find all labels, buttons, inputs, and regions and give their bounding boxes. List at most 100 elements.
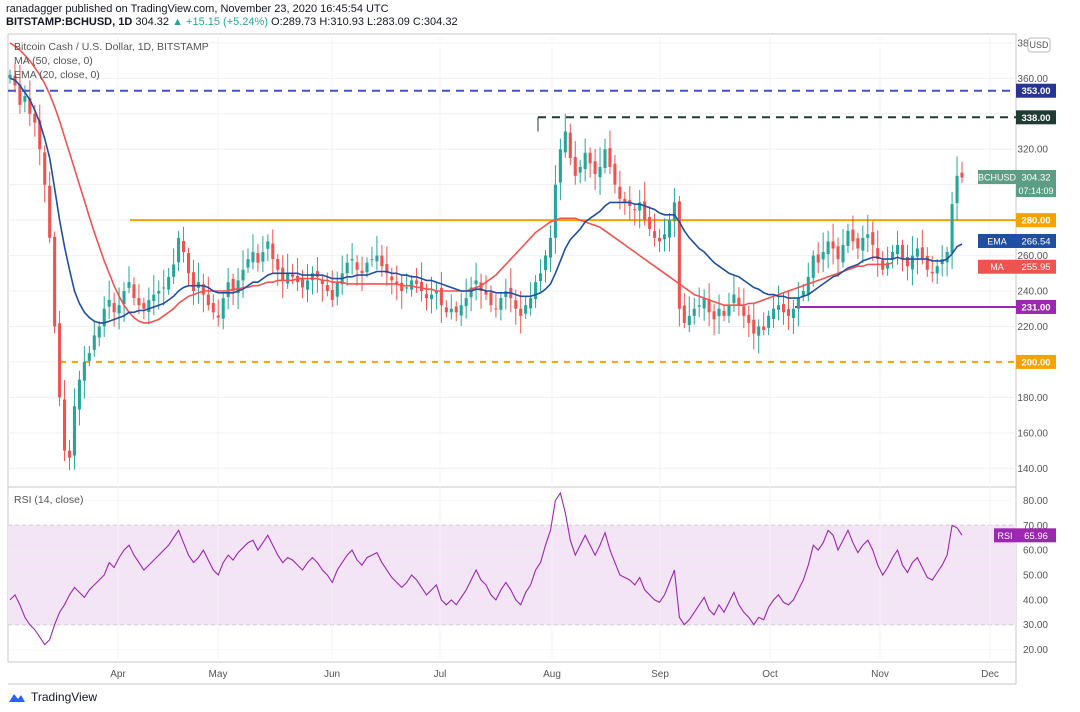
candle-body <box>514 300 518 309</box>
candle-body <box>871 232 875 245</box>
candle-body <box>618 186 622 199</box>
rsi-line <box>9 491 963 646</box>
level-tag <box>1016 299 1056 314</box>
price-change: +15.15 (+5.24%) <box>186 16 268 28</box>
candle-body <box>960 172 964 178</box>
candle-body <box>588 152 592 164</box>
level-tag-label: 200.00 <box>1021 357 1050 368</box>
price-tag-timer-box <box>1016 184 1056 198</box>
level-tag-label: 231.00 <box>1021 302 1050 313</box>
footer-brand[interactable]: TradingView <box>8 690 97 704</box>
month-label: Nov <box>871 669 889 680</box>
candle-body <box>420 281 424 292</box>
price-tag-value-box <box>1016 170 1056 185</box>
candle-body <box>320 280 324 284</box>
candle-body <box>856 238 860 249</box>
rsi-tick-label: 20.00 <box>1023 645 1048 656</box>
candle-body <box>221 298 225 319</box>
candle-body <box>653 231 657 238</box>
rsi-tag-name: RSI <box>997 531 1012 541</box>
candle-body <box>28 98 32 114</box>
candle-body <box>301 278 305 288</box>
candle-body <box>568 132 572 159</box>
candle-body <box>633 209 637 211</box>
candle-body <box>355 262 359 270</box>
ma50-line <box>9 42 893 324</box>
candle-body <box>777 305 781 310</box>
price-tick-label: 140.00 <box>1017 464 1048 475</box>
price-tick-label: 180.00 <box>1017 393 1048 404</box>
candle-body <box>667 220 671 238</box>
candle-body <box>702 298 706 309</box>
rsi-tick-label: 60.00 <box>1023 546 1048 557</box>
candle-body <box>286 273 290 284</box>
candle-body <box>102 308 106 327</box>
level-tag-label: 353.00 <box>1021 86 1050 97</box>
candle-body <box>271 243 275 260</box>
candle-body <box>182 241 186 253</box>
candle-body <box>543 255 548 271</box>
candle-body <box>494 308 498 310</box>
rsi-tick-label: 70.00 <box>1023 521 1048 532</box>
ema20-line <box>9 77 963 324</box>
candle-body <box>380 255 384 267</box>
candle-body <box>608 148 612 167</box>
candle-body <box>261 252 265 262</box>
candle-body <box>82 361 86 381</box>
candle-body <box>405 287 409 289</box>
candle-body <box>900 244 905 260</box>
rsi-tick-label: 50.00 <box>1023 571 1048 582</box>
candle-body <box>479 282 483 292</box>
candle-body <box>350 259 354 261</box>
candle-body <box>806 276 810 295</box>
candle-body <box>826 241 830 255</box>
candle-body <box>910 255 914 270</box>
price-tag-name-box <box>978 170 1016 185</box>
candle-body <box>851 229 855 242</box>
candle-body <box>167 276 171 290</box>
candle-body <box>593 161 597 175</box>
candle-body <box>23 96 27 102</box>
candle-body <box>201 284 205 295</box>
month-label: Dec <box>981 669 999 680</box>
candle-body <box>548 237 552 258</box>
candle-body <box>697 305 701 307</box>
candle-body <box>335 282 339 297</box>
candle-body <box>92 335 96 350</box>
candle-body <box>638 202 642 211</box>
candle-body <box>330 289 334 300</box>
candle-body <box>920 247 924 260</box>
candle-body <box>915 248 919 257</box>
candle-body <box>866 234 870 238</box>
month-label: Sep <box>651 669 669 680</box>
rsi-tick-label: 80.00 <box>1023 496 1048 507</box>
candle-body <box>747 314 751 323</box>
candle-body <box>762 326 766 331</box>
rsi-tag-name-box <box>994 528 1016 543</box>
candle-body <box>558 149 562 183</box>
price-tag-name: EMA <box>987 236 1007 246</box>
candle-body <box>246 259 250 268</box>
candle-body <box>821 252 825 260</box>
candle-body <box>524 305 528 314</box>
candle-body <box>876 248 880 260</box>
candle-body <box>152 294 156 301</box>
candle-body <box>226 282 230 298</box>
candle-body <box>107 299 111 307</box>
level-tag-label: 338.00 <box>1021 113 1050 124</box>
candle-body <box>117 305 121 314</box>
candle-body <box>717 308 721 317</box>
currency-label: USD <box>1029 40 1049 50</box>
candle-body <box>831 241 835 249</box>
candle-body <box>484 291 488 295</box>
candle-body <box>231 278 235 292</box>
candle-body <box>504 291 508 298</box>
candle-body <box>142 303 146 309</box>
candle-body <box>38 120 42 150</box>
candle-body <box>365 262 369 273</box>
candle-body <box>53 236 57 327</box>
candle-body <box>216 315 220 318</box>
candle-body <box>786 309 790 316</box>
candle-body <box>122 291 126 305</box>
